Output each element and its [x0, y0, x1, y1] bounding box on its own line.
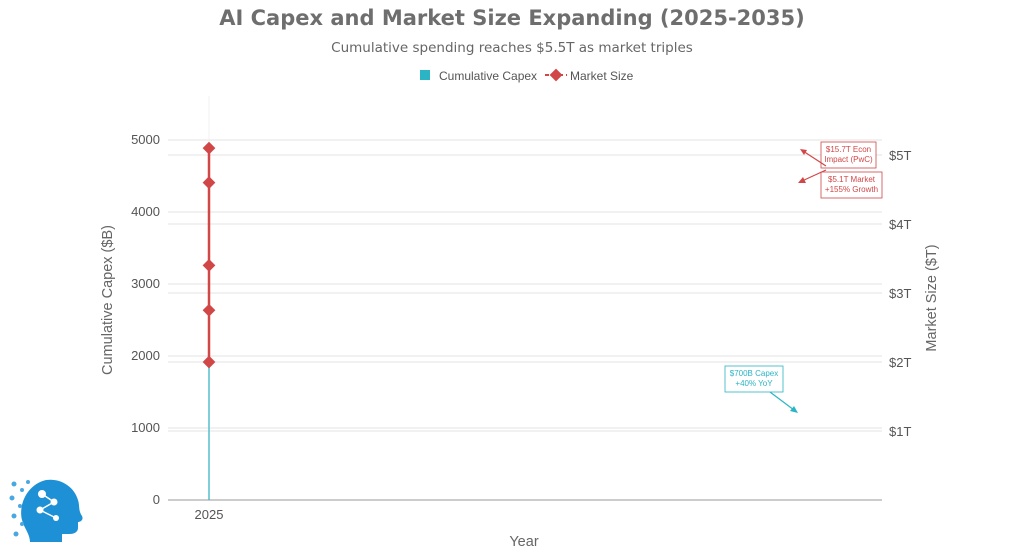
y-right-tick-label: $1T [889, 424, 911, 439]
svg-text:Impact (PwC): Impact (PwC) [824, 155, 873, 164]
svg-text:+155% Growth: +155% Growth [825, 185, 878, 194]
chart-title: AI Capex and Market Size Expanding (2025… [219, 6, 805, 30]
y-left-tick-label: 5000 [131, 132, 160, 147]
market-size-point [202, 176, 216, 189]
svg-text:$700B Capex: $700B Capex [730, 369, 778, 378]
bar-capex [208, 363, 210, 500]
y-left-tick-label: 0 [153, 492, 160, 507]
market-size-point [202, 355, 216, 369]
y-axis-right-title: Market Size ($T) [924, 244, 940, 351]
market-size-point [202, 303, 216, 317]
axes: 0 1000 2000 3000 4000 5000 $1T $2T $3T $4T $5T 2025 [131, 132, 911, 522]
svg-text:$5.1T Market: $5.1T Market [828, 175, 876, 184]
x-tick-label: 2025 [195, 507, 224, 522]
legend-swatch-capex [420, 70, 430, 80]
legend-marker-market [549, 68, 563, 82]
legend[interactable]: Cumulative Capex Market Size [420, 68, 634, 83]
market-size-point [202, 141, 216, 155]
annotation-capex: $700B Capex +40% YoY [724, 365, 798, 413]
data-marks [202, 141, 216, 500]
grid [168, 96, 882, 500]
chart-subtitle: Cumulative spending reaches $5.5T as mar… [331, 40, 693, 56]
svg-text:$15.7T Econ: $15.7T Econ [826, 145, 871, 154]
y-right-tick-label: $2T [889, 355, 911, 370]
legend-label-capex: Cumulative Capex [439, 69, 537, 83]
svg-text:+40% YoY: +40% YoY [735, 379, 773, 388]
y-left-tick-label: 2000 [131, 348, 160, 363]
annotation-market-growth: $5.1T Market +155% Growth [798, 169, 883, 199]
brain-logo-icon [9, 479, 83, 542]
y-left-tick-label: 3000 [131, 276, 160, 291]
x-axis-title: Year [509, 534, 538, 550]
y-right-tick-label: $4T [889, 217, 911, 232]
y-left-tick-label: 4000 [131, 204, 160, 219]
legend-label-market: Market Size [570, 69, 634, 83]
market-size-point [202, 259, 216, 272]
y-right-tick-label: $5T [889, 148, 911, 163]
annotation-econ-impact: $15.7T Econ Impact (PwC) [800, 141, 877, 169]
y-left-tick-label: 1000 [131, 420, 160, 435]
y-axis-left-title: Cumulative Capex ($B) [100, 225, 116, 375]
y-right-tick-label: $3T [889, 286, 911, 301]
annotations: $15.7T Econ Impact (PwC) $5.1T Market +1… [724, 141, 883, 413]
